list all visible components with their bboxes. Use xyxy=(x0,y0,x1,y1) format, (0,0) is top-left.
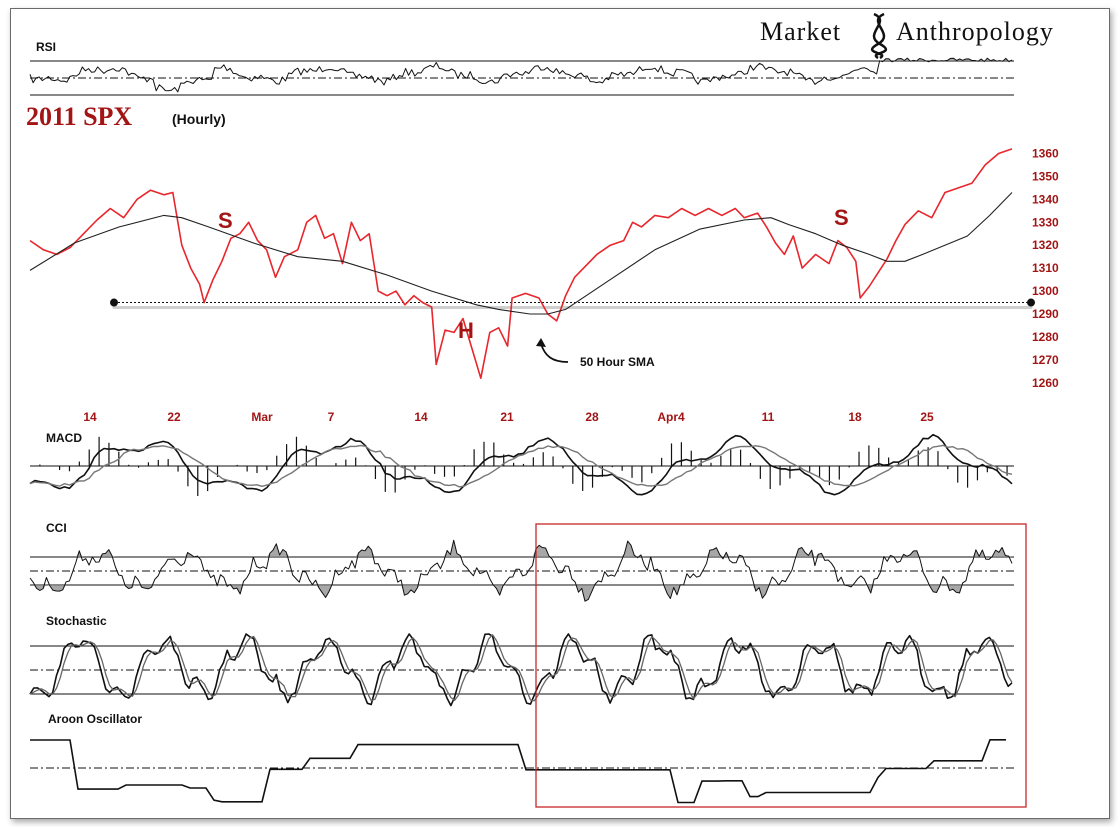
y-tick-label: 1290 xyxy=(1032,307,1059,321)
right-shoulder-label: S xyxy=(834,205,849,230)
price-panel xyxy=(29,148,1035,380)
x-axis-ticks: 14 22 Mar 7 14 21 28 Apr4 11 18 25 xyxy=(83,410,934,424)
dna-icon xyxy=(870,12,888,60)
head-label: H xyxy=(458,318,474,343)
sma-50-line xyxy=(29,192,1013,315)
stochastic-label: Stochastic xyxy=(46,614,107,628)
x-tick-label: 18 xyxy=(848,410,862,424)
x-tick-label: 7 xyxy=(328,410,335,424)
macd-line xyxy=(29,433,1013,496)
cci-label: CCI xyxy=(46,521,67,535)
brand-right: Anthropology xyxy=(896,17,1054,46)
macd-label: MACD xyxy=(46,431,82,445)
chart-title: 2011 SPX xyxy=(26,102,132,131)
y-axis-ticks: 1360 1350 1340 1330 1320 1310 1300 1290 1280 1270… xyxy=(1032,146,1059,389)
rsi-series xyxy=(29,57,1013,93)
y-tick-label: 1320 xyxy=(1032,238,1059,252)
arrow-head-icon xyxy=(536,338,546,347)
x-tick-label: 14 xyxy=(83,410,97,424)
x-tick-label: 11 xyxy=(762,410,775,424)
cci-series xyxy=(29,539,1013,602)
x-tick-label: 14 xyxy=(414,410,428,424)
y-tick-label: 1340 xyxy=(1032,192,1059,206)
y-tick-label: 1350 xyxy=(1032,169,1059,183)
stochastic-k-line xyxy=(29,633,1013,707)
y-tick-label: 1330 xyxy=(1032,215,1059,229)
cci-line xyxy=(29,539,1013,602)
rsi-line xyxy=(29,57,1013,93)
x-tick-label: Apr4 xyxy=(657,410,685,424)
neckline-end-point xyxy=(1027,298,1035,307)
stochastic-series xyxy=(29,633,1013,707)
y-tick-label: 1270 xyxy=(1032,353,1059,367)
left-shoulder-label: S xyxy=(218,208,233,233)
cci-upper-fill xyxy=(30,540,1012,557)
neckline-start-point xyxy=(110,298,118,307)
cci-lower-fill xyxy=(30,585,1012,602)
rsi-label: RSI xyxy=(36,40,56,54)
chart-subtitle: (Hourly) xyxy=(172,111,226,127)
y-tick-label: 1360 xyxy=(1032,146,1059,160)
y-tick-label: 1310 xyxy=(1032,261,1059,275)
aroon-series xyxy=(30,739,1006,804)
spx-price-line xyxy=(29,148,1013,380)
y-tick-label: 1300 xyxy=(1032,284,1059,298)
aroon-label: Aroon Oscillator xyxy=(48,712,142,726)
y-tick-label: 1260 xyxy=(1032,376,1059,390)
x-tick-label: Mar xyxy=(251,410,273,424)
sma-label: 50 Hour SMA xyxy=(580,355,655,369)
brand-left: Market xyxy=(760,17,841,46)
x-tick-label: 25 xyxy=(920,410,934,424)
y-tick-label: 1280 xyxy=(1032,330,1059,344)
aroon-line xyxy=(30,739,1006,804)
x-tick-label: 28 xyxy=(585,410,599,424)
x-tick-label: 22 xyxy=(167,410,181,424)
macd-signal-line xyxy=(29,444,1013,488)
macd-series xyxy=(29,433,1013,497)
highlight-box xyxy=(535,523,1027,808)
sma-pointer-arrow xyxy=(540,343,569,363)
x-tick-label: 21 xyxy=(500,410,514,424)
stochastic-d-line xyxy=(29,634,1013,702)
